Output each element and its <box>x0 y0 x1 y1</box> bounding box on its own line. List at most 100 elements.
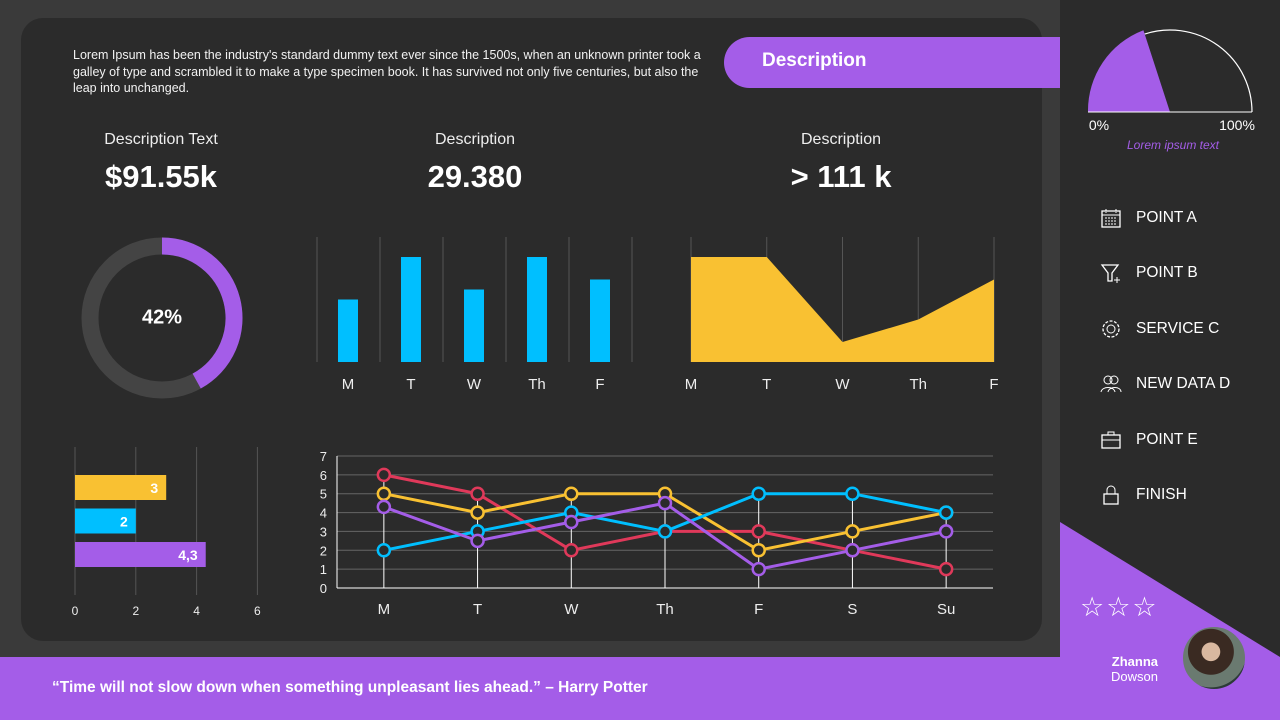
kpi-3: Description > 111 k <box>721 131 961 195</box>
kpi-label: Description <box>434 131 516 148</box>
data-point <box>751 561 766 577</box>
x-tick-label: Th <box>909 376 927 393</box>
gauge-max-label: 100% <box>1219 117 1255 133</box>
rating-stars[interactable]: ☆☆☆ <box>1080 592 1159 622</box>
data-point <box>845 486 860 501</box>
bar-data-label: 4,3 <box>178 547 198 563</box>
data-point <box>751 524 766 539</box>
menu-item-point-a[interactable]: POINT A <box>1100 190 1230 246</box>
y-tick-label: 4 <box>320 506 327 521</box>
avatar[interactable] <box>1181 625 1247 691</box>
menu-label: FINISH <box>1136 486 1187 504</box>
kpi-label: Description <box>800 131 882 148</box>
x-tick-label: T <box>762 376 771 393</box>
hbar <box>75 508 136 534</box>
menu-item-point-e[interactable]: POINT E <box>1100 412 1230 468</box>
user-first-name: Zhanna <box>1111 654 1158 669</box>
data-point <box>470 533 485 549</box>
bar-Th <box>527 257 547 362</box>
y-tick-label: 0 <box>320 581 327 596</box>
user-last-name: Dowson <box>1111 669 1158 684</box>
bar-data-label: 2 <box>120 514 128 530</box>
x-tick-label: 6 <box>254 604 261 618</box>
x-tick-label: W <box>835 376 850 393</box>
x-tick-label: 4 <box>193 604 200 618</box>
gear-icon <box>1102 320 1120 338</box>
x-tick-label: T <box>406 376 415 393</box>
user-name: Zhanna Dowson <box>1111 654 1158 684</box>
gauge-min-label: 0% <box>1089 117 1109 133</box>
description-banner: Description <box>724 37 1060 88</box>
data-point <box>564 514 579 530</box>
x-tick-label: S <box>847 601 857 618</box>
x-tick-label: F <box>754 601 763 618</box>
y-tick-label: 2 <box>320 543 327 558</box>
menu-item-new-data-d[interactable]: NEW DATA D <box>1100 357 1230 413</box>
x-tick-label: F <box>989 376 998 393</box>
x-tick-label: Su <box>937 601 955 618</box>
y-tick-label: 6 <box>320 468 327 483</box>
data-point <box>657 495 673 511</box>
x-tick-label: T <box>473 601 482 618</box>
x-tick-label: M <box>378 601 391 618</box>
kpi-2: Description 29.380 <box>355 131 595 195</box>
kpi-value: $91.55k <box>104 159 218 194</box>
data-point <box>376 543 392 558</box>
menu-item-service-c[interactable]: SERVICE C <box>1100 301 1230 357</box>
y-tick-label: 3 <box>320 524 327 539</box>
hbar <box>75 475 167 500</box>
x-tick-label: M <box>685 376 698 393</box>
quote-banner: “Time will not slow down when something … <box>0 657 1060 720</box>
bar-W <box>464 289 484 362</box>
gauge-outline <box>1144 29 1253 113</box>
menu-label: POINT B <box>1136 264 1198 282</box>
y-tick-label: 7 <box>320 449 327 464</box>
menu-label: NEW DATA D <box>1136 375 1231 393</box>
funnel-icon <box>1100 264 1120 284</box>
kpi-value: 29.380 <box>427 159 523 194</box>
x-tick-label: W <box>467 376 482 393</box>
side-menu: POINT A POINT B SERVICE C NEW DATA D POI… <box>1100 190 1230 523</box>
right-panel: POINT A POINT B SERVICE C NEW DATA D POI… <box>1060 0 1280 720</box>
x-tick-label: M <box>342 376 355 393</box>
data-point <box>470 486 485 501</box>
data-point <box>938 561 954 577</box>
kpi-label: Description Text <box>104 131 218 148</box>
kpi-1: Description Text $91.55k <box>41 131 281 195</box>
data-point <box>751 543 766 558</box>
x-tick-label: F <box>595 376 604 393</box>
x-tick-label: 2 <box>132 604 139 618</box>
gauge-caption: Lorem ipsum text <box>1127 138 1220 152</box>
menu-label: POINT E <box>1136 430 1198 448</box>
menu-label: POINT A <box>1136 208 1197 226</box>
gauge-value <box>1087 30 1170 113</box>
data-point <box>657 524 673 539</box>
bar-T <box>401 257 421 362</box>
calendar-icon <box>1101 208 1121 228</box>
hbar <box>75 542 206 567</box>
data-point <box>751 486 766 501</box>
donut-label: 42% <box>142 306 182 328</box>
y-tick-label: 1 <box>320 562 327 577</box>
users-icon <box>1100 375 1122 393</box>
bar-F <box>590 279 610 362</box>
data-point <box>564 543 579 558</box>
x-tick-label: W <box>564 601 579 618</box>
donut-value-arc <box>161 237 243 389</box>
kpi-value: > 111 k <box>790 159 892 194</box>
briefcase-icon <box>1101 431 1121 449</box>
data-point <box>376 467 392 483</box>
menu-item-point-b[interactable]: POINT B <box>1100 246 1230 302</box>
x-tick-label: Th <box>528 376 546 393</box>
y-tick-label: 5 <box>320 487 327 502</box>
area-series <box>691 257 994 362</box>
data-point <box>376 486 392 501</box>
menu-item-finish[interactable]: FINISH <box>1100 468 1230 524</box>
intro-text: Lorem Ipsum has been the industry's stan… <box>73 48 701 95</box>
data-point <box>845 524 860 539</box>
x-tick-label: Th <box>656 601 674 618</box>
bar-data-label: 3 <box>150 480 158 496</box>
data-point <box>845 543 860 558</box>
menu-label: SERVICE C <box>1136 319 1220 337</box>
